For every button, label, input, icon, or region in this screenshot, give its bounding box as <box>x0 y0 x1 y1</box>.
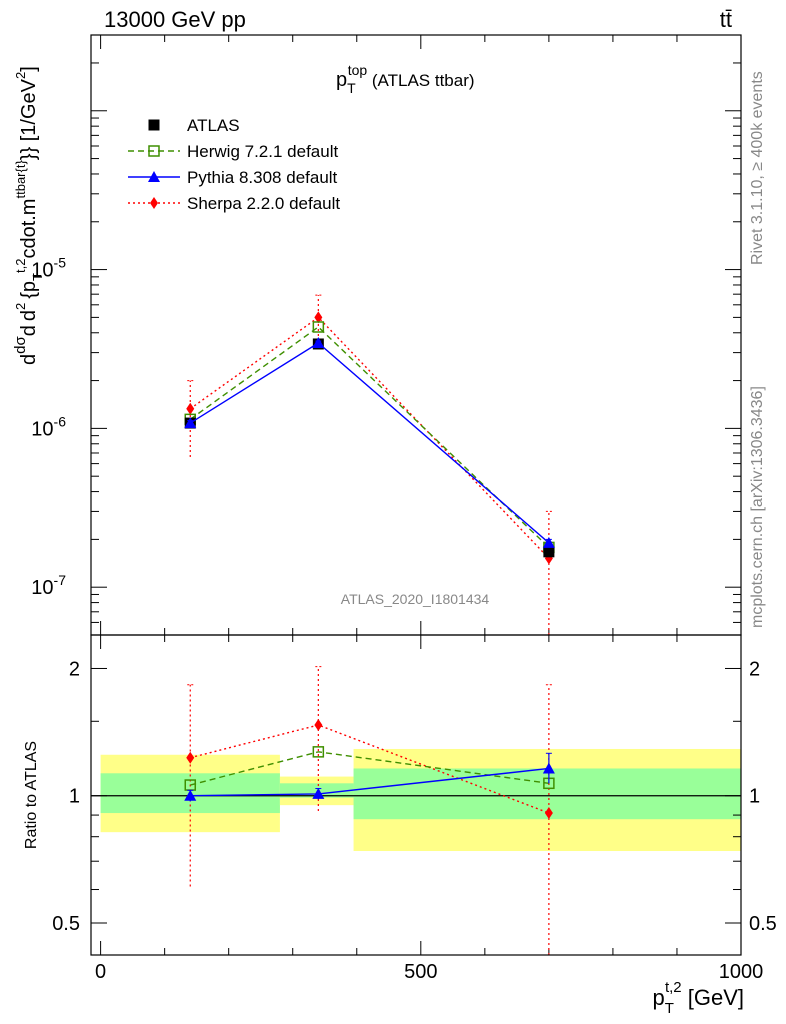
series-sherpa-ratio <box>186 666 553 955</box>
legend-label-atlas: ATLAS <box>187 116 240 135</box>
legend-item-atlas: ATLAS <box>148 116 240 135</box>
legend-label-herwig: Herwig 7.2.1 default <box>187 142 338 161</box>
y-tick-label: 10-7 <box>31 572 66 599</box>
marker-pythia <box>184 417 197 429</box>
marker-pythia <box>184 789 197 801</box>
x-axis-label: pTt,2 [GeV] <box>653 979 744 1017</box>
ratio-y-tick-label-right: 0.5 <box>749 913 777 935</box>
ratio-y-axis-label: Ratio to ATLAS <box>23 741 40 849</box>
marker-pythia <box>542 762 555 774</box>
series-pythia-ratio <box>184 752 555 802</box>
analysis-watermark: ATLAS_2020_I1801434 <box>341 591 490 607</box>
marker-pythia <box>312 336 325 348</box>
series-line-herwig <box>189 326 550 548</box>
marker-pythia <box>542 536 555 548</box>
x-tick-label: 500 <box>404 961 437 983</box>
data-series <box>184 294 555 955</box>
ratio-y-tick-label: 2 <box>69 658 80 680</box>
series-line-sherpa <box>189 316 550 559</box>
marker-herwig <box>312 321 325 333</box>
series-sherpa-main <box>186 294 553 635</box>
marker-pythia <box>312 787 325 799</box>
marker-sherpa <box>544 807 553 820</box>
series-herwig-main <box>184 321 555 554</box>
marker-herwig <box>148 145 160 157</box>
legend-label-sherpa: Sherpa 2.2.0 default <box>187 194 340 213</box>
rivet-label: Rivet 3.1.10, ≥ 400k events <box>749 71 766 265</box>
series-line-pythia <box>189 342 550 544</box>
marker-sherpa <box>186 402 195 415</box>
legend-item-sherpa: Sherpa 2.2.0 default <box>128 194 340 213</box>
legend-item-pythia: Pythia 8.308 default <box>128 168 338 187</box>
plot-title: pTtop (ATLAS ttbar) <box>336 62 475 96</box>
marker-sherpa <box>314 718 323 731</box>
y-tick-label: 10-6 <box>31 413 66 440</box>
axes-ticks: 0 500 1000 10-7 10-6 10-5 0.5 0.5 1 1 2 2 <box>31 35 777 983</box>
ratio-plot-frame <box>90 634 742 956</box>
marker-pythia <box>148 171 160 182</box>
ratio-y-tick-label: 1 <box>69 786 80 808</box>
series-line-sherpa <box>190 724 550 814</box>
marker-sherpa <box>314 311 323 324</box>
marker-atlas <box>543 546 555 558</box>
legend-item-herwig: Herwig 7.2.1 default <box>128 142 338 161</box>
marker-herwig <box>312 746 325 758</box>
main-y-axis-label: ddσdd2{pTt,2cdot.mttbar{t}}} [1/GeV2] <box>12 66 45 365</box>
x-tick-label: 0 <box>95 961 106 983</box>
header-left: 13000 GeV pp <box>104 7 246 32</box>
marker-sherpa <box>150 197 158 209</box>
ratio-y-tick-label: 0.5 <box>52 913 80 935</box>
mcplots-label: mcplots.cern.ch [arXiv:1306.3436] <box>749 386 766 628</box>
ratio-y-tick-label-right: 1 <box>749 786 760 808</box>
y-tick-label: 10-5 <box>31 255 66 282</box>
series-pythia-main <box>184 336 555 548</box>
legend-label-pythia: Pythia 8.308 default <box>187 168 338 187</box>
legend: ATLAS Herwig 7.2.1 default Pythia 8.308 de… <box>128 116 340 213</box>
ratio-y-tick-label-right: 2 <box>749 658 760 680</box>
header-right: tt̄ <box>720 7 732 32</box>
marker-atlas <box>148 119 160 131</box>
marker-sherpa <box>186 751 195 764</box>
x-tick-label: 1000 <box>719 961 764 983</box>
series-line-herwig <box>190 751 549 786</box>
